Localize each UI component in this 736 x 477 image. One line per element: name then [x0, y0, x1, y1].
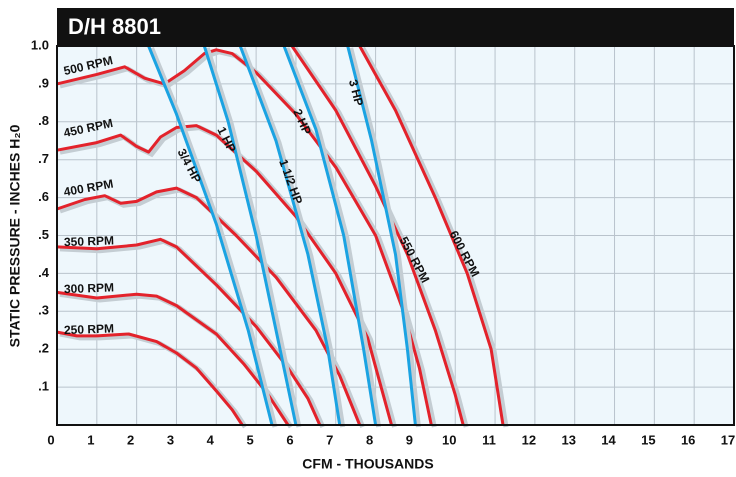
line-shadow [360, 46, 509, 428]
x-tick-label: 9 [406, 432, 413, 447]
x-tick-label: 14 [601, 432, 616, 447]
x-tick-label: 5 [247, 432, 254, 447]
line-shadow [149, 47, 278, 428]
line-shadow [240, 47, 346, 428]
x-tick-label: 13 [561, 432, 575, 447]
x-tick-label: 2 [127, 432, 134, 447]
y-tick-label: .2 [38, 341, 49, 356]
series-line [56, 290, 290, 426]
series-line [282, 45, 378, 426]
x-tick-label: 17 [721, 432, 735, 447]
line-shadow [204, 47, 302, 428]
chart-title: D/H 8801 [68, 14, 161, 39]
series-line [202, 45, 298, 426]
series-label: 250 RPM [64, 321, 114, 337]
x-tick-label: 8 [366, 432, 373, 447]
line-shadow [284, 47, 382, 428]
y-tick-label: .8 [38, 113, 49, 128]
series-line [56, 124, 393, 426]
series-line [56, 237, 322, 426]
series-label: 300 RPM [64, 280, 114, 296]
x-tick-label: 6 [286, 432, 293, 447]
series-line [238, 45, 342, 426]
line-shadow [292, 46, 469, 428]
y-axis-label: STATIC PRESSURE - INCHES H₂0 [7, 124, 23, 347]
y-tick-label: .9 [38, 75, 49, 90]
y-tick-label: .5 [38, 227, 49, 242]
y-tick-label: .6 [38, 189, 49, 204]
x-tick-label: 1 [87, 432, 94, 447]
title-bar [57, 8, 734, 46]
series-line [346, 45, 417, 426]
x-tick-label: 3 [167, 432, 174, 447]
series-line [147, 45, 274, 426]
x-tick-label: 7 [326, 432, 333, 447]
x-axis-label: CFM - THOUSANDS [302, 456, 433, 472]
series-line [358, 45, 505, 426]
x-tick-label: 10 [442, 432, 456, 447]
plot-border [56, 45, 735, 426]
y-tick-label: 1.0 [31, 37, 49, 52]
x-tick-label: 12 [522, 432, 536, 447]
line-shadow [348, 47, 421, 428]
x-tick-label: 0 [47, 432, 54, 447]
series-label: 350 RPM [64, 233, 114, 249]
x-tick-label: 15 [641, 432, 655, 447]
x-tick-label: 16 [681, 432, 695, 447]
series-group [56, 45, 509, 429]
series-line [290, 45, 465, 426]
y-tick-label: .3 [38, 303, 49, 318]
series-label: 3 HP [346, 78, 366, 107]
series-line [56, 186, 362, 426]
series-line [56, 48, 433, 426]
series-line [56, 330, 244, 426]
y-tick-label: .1 [38, 379, 49, 394]
x-tick-label: 4 [207, 432, 215, 447]
x-tick-label: 11 [482, 432, 496, 447]
y-tick-label: .7 [38, 151, 49, 166]
y-tick-label: .4 [38, 265, 50, 280]
